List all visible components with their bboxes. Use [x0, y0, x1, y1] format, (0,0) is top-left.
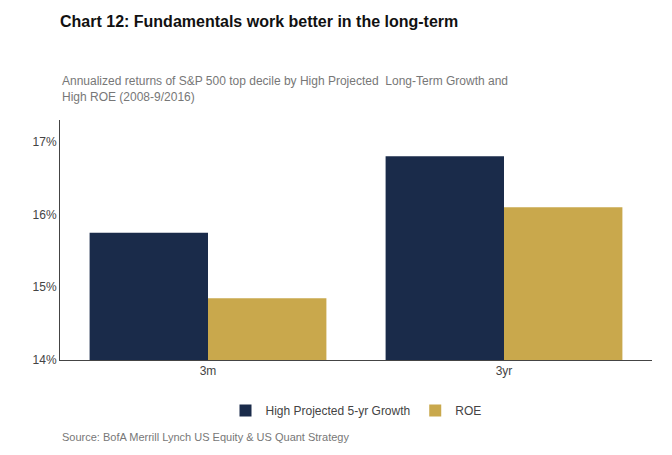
- svg-text:Source: BofA Merrill Lynch US: Source: BofA Merrill Lynch US Equity & U…: [62, 431, 349, 443]
- svg-text:High Projected 5-yr Growth: High Projected 5-yr Growth: [266, 404, 411, 418]
- svg-text:16%: 16%: [33, 208, 57, 222]
- svg-text:14%: 14%: [33, 353, 57, 367]
- svg-text:Chart 12: Fundamentals work be: Chart 12: Fundamentals work better in th…: [60, 13, 458, 30]
- svg-text:15%: 15%: [33, 280, 57, 294]
- svg-text:17%: 17%: [33, 135, 57, 149]
- svg-text:3m: 3m: [200, 364, 217, 378]
- svg-text:Annualized returns of S&P 500: Annualized returns of S&P 500 top decile…: [62, 74, 508, 104]
- svg-text:3yr: 3yr: [496, 364, 513, 378]
- svg-text:ROE: ROE: [455, 404, 481, 418]
